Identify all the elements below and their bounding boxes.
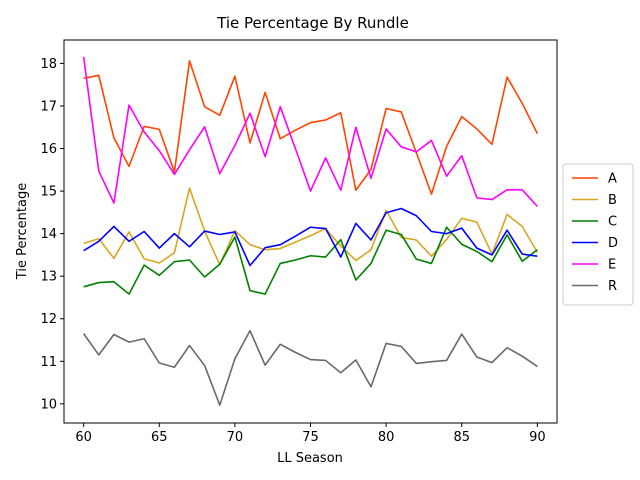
x-axis-title: LL Season [277, 451, 343, 466]
series-line-r [83, 329, 538, 406]
legend-label-r: R [608, 279, 617, 294]
series-line-a [83, 60, 539, 195]
x-tick-label: 70 [227, 430, 244, 445]
plot-lines [82, 56, 539, 406]
x-tick-label: 90 [529, 430, 546, 445]
legend-label-e: E [608, 258, 616, 273]
legend-box [562, 163, 634, 306]
y-tick-label: 12 [40, 312, 57, 327]
y-tick-label: 16 [40, 142, 57, 157]
legend-label-d: D [608, 236, 618, 251]
series-line-d [83, 207, 538, 267]
y-tick-label: 10 [40, 397, 57, 412]
y-tick-label: 14 [40, 227, 57, 242]
x-axis: 60 65 70 75 80 85 90 [75, 423, 546, 445]
legend-label-b: B [608, 193, 617, 208]
x-tick-label: 85 [453, 430, 470, 445]
x-tick-label: 65 [151, 430, 168, 445]
x-tick-label: 75 [302, 430, 319, 445]
chart-title: Tie Percentage By Rundle [216, 14, 409, 32]
x-tick-label: 80 [378, 430, 395, 445]
y-tick-label: 17 [40, 99, 57, 114]
y-axis: 10 11 12 13 14 15 16 17 18 [40, 57, 64, 412]
y-tick-label: 11 [40, 355, 57, 370]
y-tick-label: 13 [40, 270, 57, 285]
legend-label-c: C [608, 215, 617, 230]
y-axis-title: Tie Percentage [15, 183, 30, 280]
y-tick-label: 18 [40, 57, 57, 72]
legend-label-a: A [608, 172, 617, 187]
series-line-e [82, 56, 538, 207]
series-line-b [83, 187, 539, 266]
series-line-c [83, 226, 538, 295]
y-tick-label: 15 [40, 185, 57, 200]
x-tick-label: 60 [75, 430, 92, 445]
